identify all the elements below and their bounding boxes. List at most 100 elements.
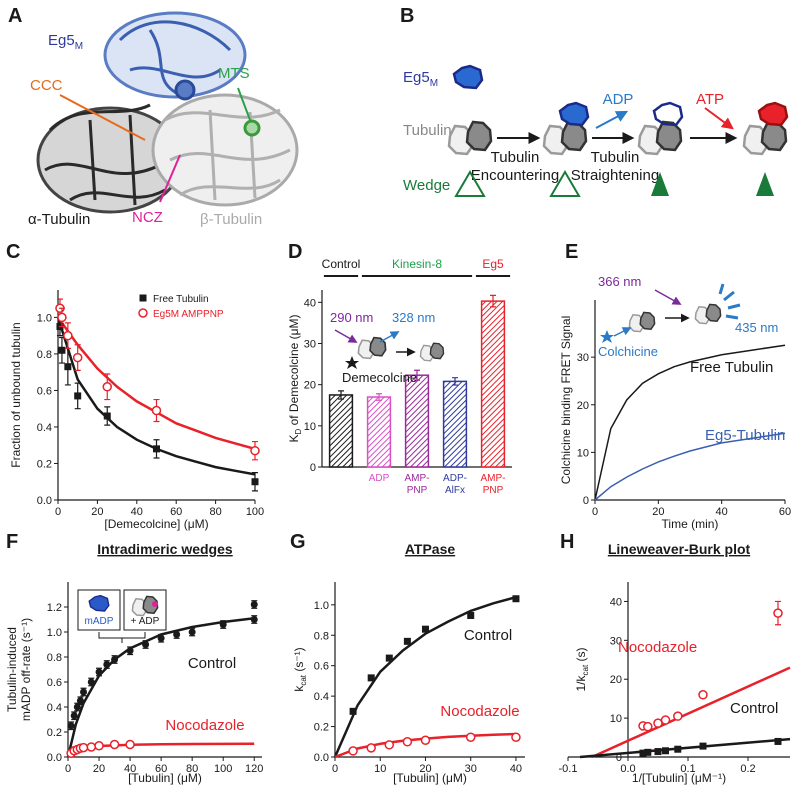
- y-tick-label: 0: [616, 752, 622, 764]
- group-label: Kinesin-8: [392, 257, 442, 271]
- x-tick-label: 40: [716, 506, 728, 518]
- eg5-icon: [757, 101, 789, 127]
- y-tick-label: 0.2: [314, 722, 329, 734]
- y-axis-label: KD of Demecolcine (μM): [287, 314, 303, 442]
- y-tick-label: 10: [304, 421, 316, 433]
- x-axis-label: [Tubulin] (μM): [128, 771, 202, 785]
- point: [467, 611, 475, 619]
- x-axis-label: [Demecolcine] (μM): [104, 517, 208, 531]
- point: [86, 742, 97, 752]
- x-tick-label: 30: [465, 763, 477, 775]
- point: [78, 742, 89, 753]
- x-tick-label: 60: [155, 763, 167, 775]
- y-axis-label: Fraction of unbound tubulin: [9, 322, 23, 467]
- point: [102, 382, 112, 392]
- bar: [480, 300, 506, 468]
- x-tick-label: 0.1: [680, 763, 695, 775]
- text-part: cat: [299, 674, 308, 685]
- label: α-Tubulin: [28, 211, 90, 228]
- point: [403, 637, 411, 645]
- series-label: Nocodazole: [440, 703, 519, 720]
- bar: [404, 374, 430, 468]
- point: [153, 445, 160, 453]
- point: [142, 641, 150, 648]
- chart-title: ATPase: [405, 541, 456, 557]
- y-tick-label: 0.0: [47, 752, 62, 764]
- y-tick-label: 0.0: [37, 495, 52, 507]
- wedge-icon: [756, 172, 774, 196]
- y-tick-label: 10: [610, 713, 622, 725]
- point: [103, 412, 111, 420]
- point: [173, 631, 181, 638]
- arrow: [595, 110, 629, 129]
- point: [674, 745, 682, 753]
- x-tick-label: 10: [374, 763, 386, 775]
- x-axis-label: Time (min): [662, 517, 719, 531]
- x-axis-label: 1/[Tubulin] (μM⁻¹): [632, 771, 726, 785]
- label: Eg5M: [48, 32, 83, 52]
- text-part: k: [292, 685, 306, 692]
- point: [366, 743, 376, 753]
- point: [109, 739, 120, 750]
- x-tick-label: 20: [652, 506, 664, 518]
- fit-line: [66, 617, 255, 758]
- arrow: [704, 107, 734, 130]
- point: [774, 737, 782, 745]
- y-axis-label: 1/kcat (s): [574, 647, 590, 691]
- line: [594, 344, 786, 501]
- point: [639, 749, 647, 757]
- y-tick-label: 30: [577, 352, 589, 364]
- group-label: Eg5: [482, 257, 504, 271]
- point: [87, 678, 95, 686]
- inset-f: [77, 589, 167, 643]
- text-part: ADP-: [443, 473, 467, 484]
- x-tick-label: 20: [419, 763, 431, 775]
- tubulin-icon: [449, 122, 491, 154]
- label: MTS: [218, 65, 250, 82]
- point: [64, 363, 72, 371]
- pointer: [237, 87, 251, 121]
- series-label: Control: [464, 627, 512, 644]
- point: [103, 661, 111, 668]
- label: Eg5M: [403, 69, 438, 89]
- x-tick-label: 0: [592, 506, 598, 518]
- x-tick-label: 20: [93, 763, 105, 775]
- point: [73, 703, 81, 711]
- wedge-icon: [454, 170, 486, 197]
- point: [74, 392, 82, 400]
- eg5-icon: [558, 101, 590, 127]
- text-part: (s): [574, 647, 588, 664]
- x-tick-label: 100: [246, 506, 264, 518]
- point: [111, 656, 119, 663]
- point: [157, 634, 165, 642]
- x-tick-label: 80: [209, 506, 221, 518]
- y-tick-label: 1.0: [47, 627, 62, 639]
- x-tick-label: ADP: [369, 473, 390, 484]
- point: [58, 346, 66, 354]
- point: [94, 741, 104, 751]
- y-tick-label: 0.4: [37, 422, 52, 434]
- y-tick-label: 0.2: [47, 727, 62, 739]
- annotation: 435 nm: [735, 320, 778, 335]
- legend-label: Free Tubulin: [153, 294, 209, 305]
- error-bar: [452, 377, 458, 386]
- tubulin-icon: [544, 122, 586, 154]
- point: [219, 621, 227, 628]
- point: [465, 732, 476, 742]
- y-tick-label: 0.8: [37, 349, 52, 361]
- text-part: M: [430, 78, 438, 89]
- panel-label: E: [565, 241, 578, 263]
- inset-d: [334, 329, 444, 369]
- point: [57, 312, 67, 323]
- point: [70, 712, 78, 720]
- tubulin-icon: [639, 122, 681, 154]
- point: [512, 595, 520, 603]
- point: [251, 478, 259, 486]
- fit-line: [333, 595, 517, 758]
- inset-e: [600, 283, 741, 343]
- series-label: Eg5-Tubulin: [705, 427, 785, 444]
- text-part: D: [294, 429, 303, 435]
- series-label: Control: [188, 655, 236, 672]
- y-axis-label: Colchicine binding FRET Signal: [559, 316, 573, 485]
- point: [421, 625, 429, 633]
